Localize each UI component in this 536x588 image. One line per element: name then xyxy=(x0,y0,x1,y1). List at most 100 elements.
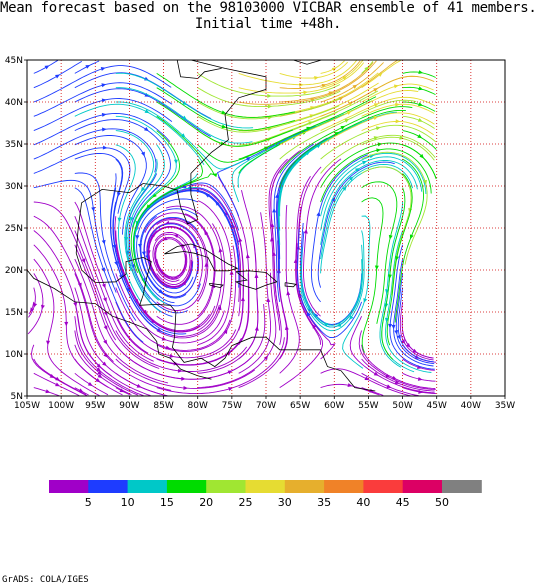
streamline-arrow xyxy=(64,321,69,327)
x-tick-label: 95W xyxy=(85,401,105,411)
streamline-arrow xyxy=(103,352,108,358)
colorbar-label: 40 xyxy=(356,496,370,509)
streamline-arrow xyxy=(135,235,140,240)
latitude-axis: 5N 10N 15N 20N 25N 30N 35N 40N 45N xyxy=(5,56,27,402)
streamline-arrow xyxy=(303,90,308,95)
streamline-arrow xyxy=(141,251,146,257)
streamline-arrow xyxy=(267,104,273,109)
streamline-arrow xyxy=(303,228,308,234)
streamline-arrow xyxy=(418,102,423,107)
streamline-arrow xyxy=(97,370,103,375)
streamline-arrow xyxy=(417,118,423,122)
x-tick-label: 100W xyxy=(48,401,74,411)
streamline-arrow xyxy=(254,273,259,279)
streamline-arrow xyxy=(328,91,334,96)
streamline-arrow xyxy=(140,186,146,192)
streamline-arrow xyxy=(101,267,106,273)
streamline-arrow xyxy=(182,100,188,106)
lat-lon-grid xyxy=(27,60,505,396)
streamline-arrow xyxy=(388,323,393,329)
streamline-arrow xyxy=(344,119,350,123)
y-tick-label: 10N xyxy=(5,350,23,360)
colorbar-label: 10 xyxy=(121,496,135,509)
streamline-arrow xyxy=(342,186,347,191)
streamline-arrow xyxy=(342,75,348,81)
streamline-arrow xyxy=(293,258,298,263)
colorbar-swatch xyxy=(127,480,168,493)
coastline xyxy=(208,283,224,289)
streamline-arrow xyxy=(141,151,145,157)
streamline-arrow xyxy=(87,381,93,387)
colorbar-swatch xyxy=(166,480,207,493)
colorbar-swatch xyxy=(88,480,129,493)
streamline-arrow xyxy=(33,302,38,308)
streamline-arrow xyxy=(395,102,400,107)
streamline-arrow xyxy=(275,193,279,199)
x-tick-label: 85W xyxy=(153,401,173,411)
streamline-arrow xyxy=(352,84,358,89)
x-tick-label: 70W xyxy=(256,401,276,411)
streamline-arrow xyxy=(103,339,108,345)
streamline-arrow xyxy=(349,315,354,320)
streamline-arrow xyxy=(245,253,250,259)
streamline-arrow xyxy=(103,297,107,303)
streamline-arrow xyxy=(229,270,234,275)
streamline-arrow xyxy=(401,339,406,345)
streamline-arrow xyxy=(238,237,243,243)
streamline-arrow xyxy=(55,382,60,387)
colorbar-label: 35 xyxy=(317,496,331,509)
streamline-arrow xyxy=(142,309,148,315)
y-tick-label: 40N xyxy=(5,98,23,108)
streamline-arrow xyxy=(112,244,117,250)
x-tick-label: 75W xyxy=(222,401,242,411)
streamline-arrow xyxy=(103,325,108,331)
y-tick-label: 30N xyxy=(5,182,23,192)
colorbar-swatch xyxy=(245,480,286,493)
streamline-arrow xyxy=(246,157,251,161)
streamline-arrow xyxy=(101,112,107,117)
streamline-arrow xyxy=(395,119,401,124)
map-subtitle: Initial time +48h. xyxy=(194,16,342,32)
streamline-arrow xyxy=(101,83,107,88)
streamline-arrow xyxy=(286,290,291,296)
streamline-arrow xyxy=(314,76,319,80)
streamline-arrow xyxy=(374,265,379,271)
colorbar-swatch xyxy=(442,480,482,493)
streamline-arrow xyxy=(394,380,400,384)
coastline xyxy=(75,60,376,392)
coastline xyxy=(164,243,239,272)
streamline xyxy=(148,115,216,207)
streamline-arrow xyxy=(177,368,183,373)
streamline-arrow xyxy=(270,222,275,228)
streamline-arrow xyxy=(73,302,78,307)
longitude-axis: 105W 100W 95W 90W 85W 80W 75W 70W 65W 60W 55W 50W 45… xyxy=(14,396,515,411)
colorbar-label: 15 xyxy=(160,496,174,509)
streamline-arrow xyxy=(91,207,96,212)
coastline xyxy=(284,282,297,288)
streamline-arrow xyxy=(103,311,108,317)
streamline-arrow xyxy=(385,373,391,378)
streamline-arrow xyxy=(406,343,411,348)
streamline-arrow xyxy=(373,371,379,376)
streamline-arrow xyxy=(102,361,107,367)
streamline-arrow xyxy=(362,160,367,165)
colorbar-swatch xyxy=(402,480,443,493)
colorbar-swatch xyxy=(363,480,404,493)
streamline-arrow xyxy=(85,65,91,69)
streamline-arrow xyxy=(373,103,379,107)
colorbar-swatch xyxy=(284,480,325,493)
colorbar-swatch xyxy=(324,480,364,493)
streamline-arrow xyxy=(294,158,300,164)
y-tick-label: 45N xyxy=(5,56,23,66)
streamline-arrow xyxy=(204,230,209,236)
coastline xyxy=(27,269,212,380)
streamline-arrow xyxy=(388,234,393,240)
streamline-arrow xyxy=(373,88,379,92)
streamline-arrow xyxy=(152,193,157,198)
streamline-arrow xyxy=(391,324,396,330)
streamline-arrow xyxy=(397,334,401,340)
y-tick-label: 5N xyxy=(11,392,23,402)
grads-credit: GrADS: COLA/IGES xyxy=(2,575,89,585)
streamline-arrow xyxy=(267,93,272,98)
streamline-arrow xyxy=(144,109,150,114)
